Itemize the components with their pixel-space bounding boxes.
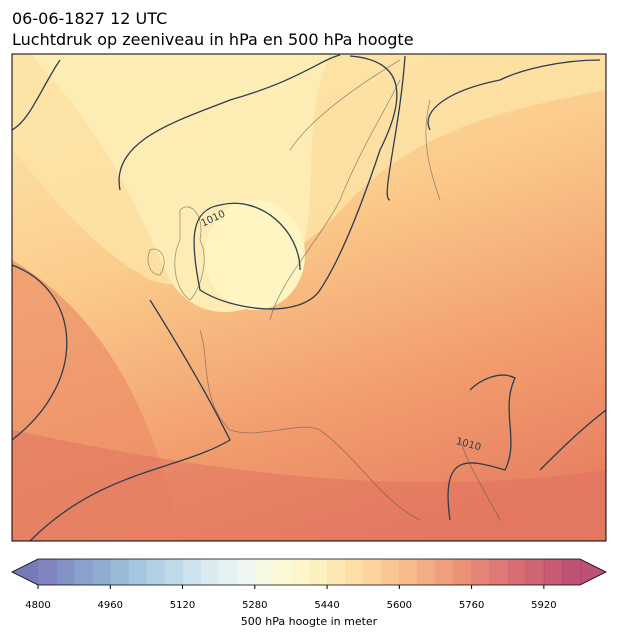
color-bin: [182, 559, 202, 585]
color-bin: [92, 559, 111, 585]
color-bin: [561, 559, 581, 585]
isobar: [12, 54, 606, 541]
colorbar: 4800 4960 5120 5280 5440 5600 5760 5920 500 hPa …: [11, 558, 607, 628]
color-bin: [327, 559, 346, 585]
title: 06-06-1827 12 UTC: [12, 9, 167, 28]
map-frame: [11, 53, 607, 542]
color-bin: [236, 559, 256, 585]
color-bin: [38, 559, 57, 585]
extend-over: [580, 559, 606, 585]
colorbar-label: 500 hPa hoogte in meter: [241, 615, 378, 628]
color-bin: [128, 559, 147, 585]
color-bin: [489, 559, 509, 585]
color-bin: [453, 559, 473, 585]
color-bin: [164, 559, 184, 585]
map: 1010 1010: [12, 54, 606, 541]
tick-label: 5920: [531, 600, 556, 611]
color-bin: [399, 559, 418, 585]
color-bin: [507, 559, 527, 585]
color-bin: [471, 559, 491, 585]
height-band: [12, 430, 606, 541]
color-bin: [345, 559, 364, 585]
tick-label: 4800: [25, 600, 50, 611]
color-bin: [56, 559, 75, 585]
color-bin: [417, 559, 436, 585]
color-bin: [254, 559, 274, 585]
color-bin: [200, 559, 220, 585]
color-bin: [146, 559, 165, 585]
color-bin: [290, 559, 310, 585]
color-bin: [74, 559, 93, 585]
extend-under: [12, 559, 38, 585]
color-bin: [435, 559, 455, 585]
color-bin: [309, 559, 328, 585]
color-bin: [218, 559, 238, 585]
colorbar-outline: [11, 558, 607, 586]
color-bin: [381, 559, 400, 585]
color-bin: [110, 559, 129, 585]
height-band: [205, 200, 305, 310]
tick-label: 5600: [387, 600, 412, 611]
tick-label: 5280: [242, 600, 267, 611]
color-bin: [543, 559, 563, 585]
tick-label: 5440: [314, 600, 339, 611]
coastline: [147, 59, 501, 521]
tick-label: 5760: [459, 600, 484, 611]
color-bin: [272, 559, 292, 585]
color-bin: [363, 559, 382, 585]
color-bin: [525, 559, 545, 585]
tick-label: 5120: [170, 600, 195, 611]
tick-label: 4960: [98, 600, 123, 611]
subtitle: Luchtdruk op zeeniveau in hPa en 500 hPa…: [12, 30, 414, 49]
